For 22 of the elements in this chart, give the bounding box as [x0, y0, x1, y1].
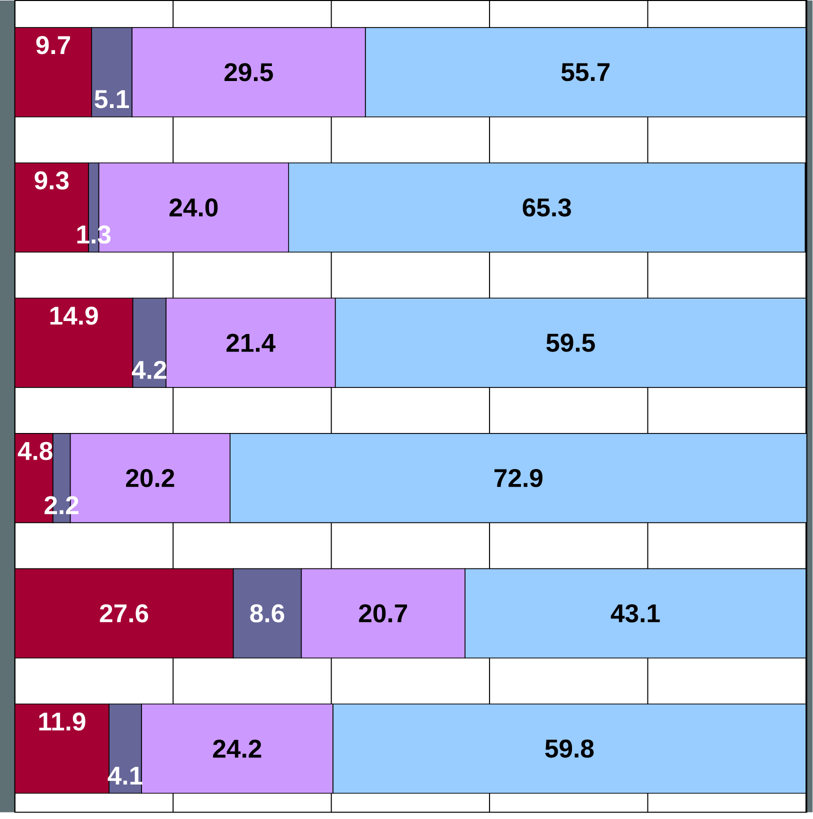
- data-label: 65.3: [522, 198, 572, 217]
- data-label: 2.2: [44, 496, 79, 514]
- data-label: 9.3: [34, 171, 69, 190]
- data-label: 9.7: [36, 36, 70, 54]
- data-label: 4.8: [18, 442, 53, 460]
- data-label: 24.0: [170, 198, 218, 217]
- data-label: 43.1: [611, 604, 660, 622]
- data-label: 72.9: [494, 468, 543, 488]
- data-label: 59.5: [546, 334, 596, 352]
- data-label: 1.3: [78, 225, 111, 244]
- data-label: 29.5: [224, 63, 274, 82]
- data-label: 20.2: [126, 468, 174, 488]
- data-label: 21.4: [226, 334, 276, 352]
- data-label: 8.6: [250, 604, 284, 622]
- data-label: 11.9: [39, 712, 86, 731]
- data-label: 5.1: [94, 90, 130, 108]
- data-label: 24.2: [213, 740, 262, 758]
- data-label: 27.6: [100, 604, 148, 622]
- data-label: 59.8: [545, 740, 594, 758]
- data-label: 14.9: [50, 306, 98, 325]
- data-label: 20.7: [359, 604, 408, 622]
- data-label: 55.7: [562, 63, 610, 82]
